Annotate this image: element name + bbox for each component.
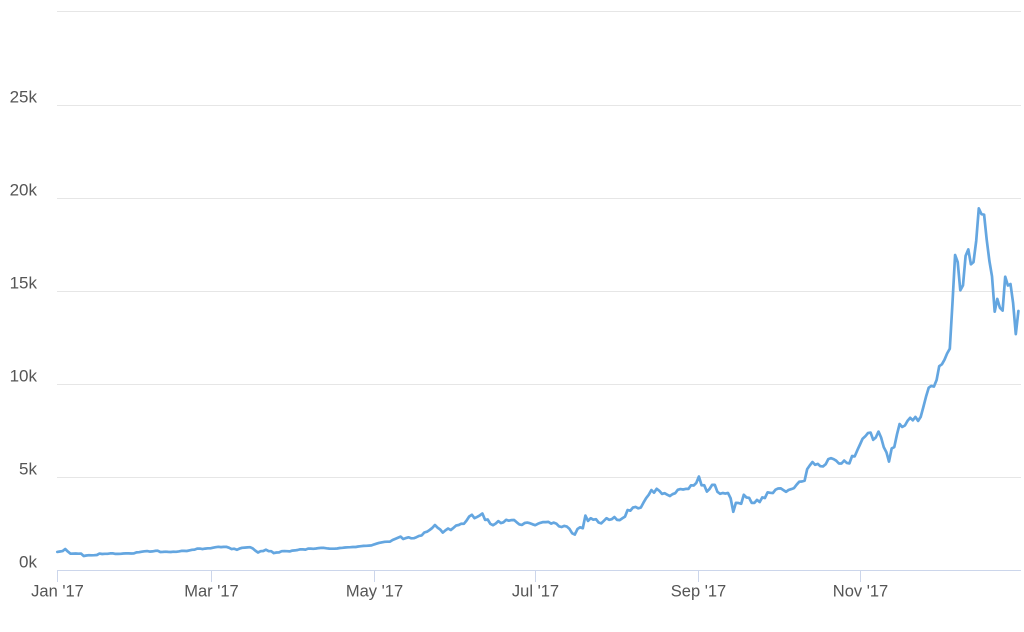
svg-text:Mar '17: Mar '17 [184, 583, 239, 601]
svg-text:15k: 15k [10, 274, 38, 293]
svg-text:Jul '17: Jul '17 [512, 583, 559, 601]
svg-text:0k: 0k [19, 553, 37, 572]
svg-text:10k: 10k [10, 367, 38, 386]
svg-text:Jan '17: Jan '17 [31, 583, 84, 601]
svg-text:Sep '17: Sep '17 [671, 583, 726, 601]
svg-text:May '17: May '17 [346, 583, 403, 601]
svg-text:25k: 25k [10, 88, 38, 107]
svg-text:Nov '17: Nov '17 [833, 583, 888, 601]
svg-text:20k: 20k [10, 181, 38, 200]
svg-text:5k: 5k [19, 460, 37, 479]
